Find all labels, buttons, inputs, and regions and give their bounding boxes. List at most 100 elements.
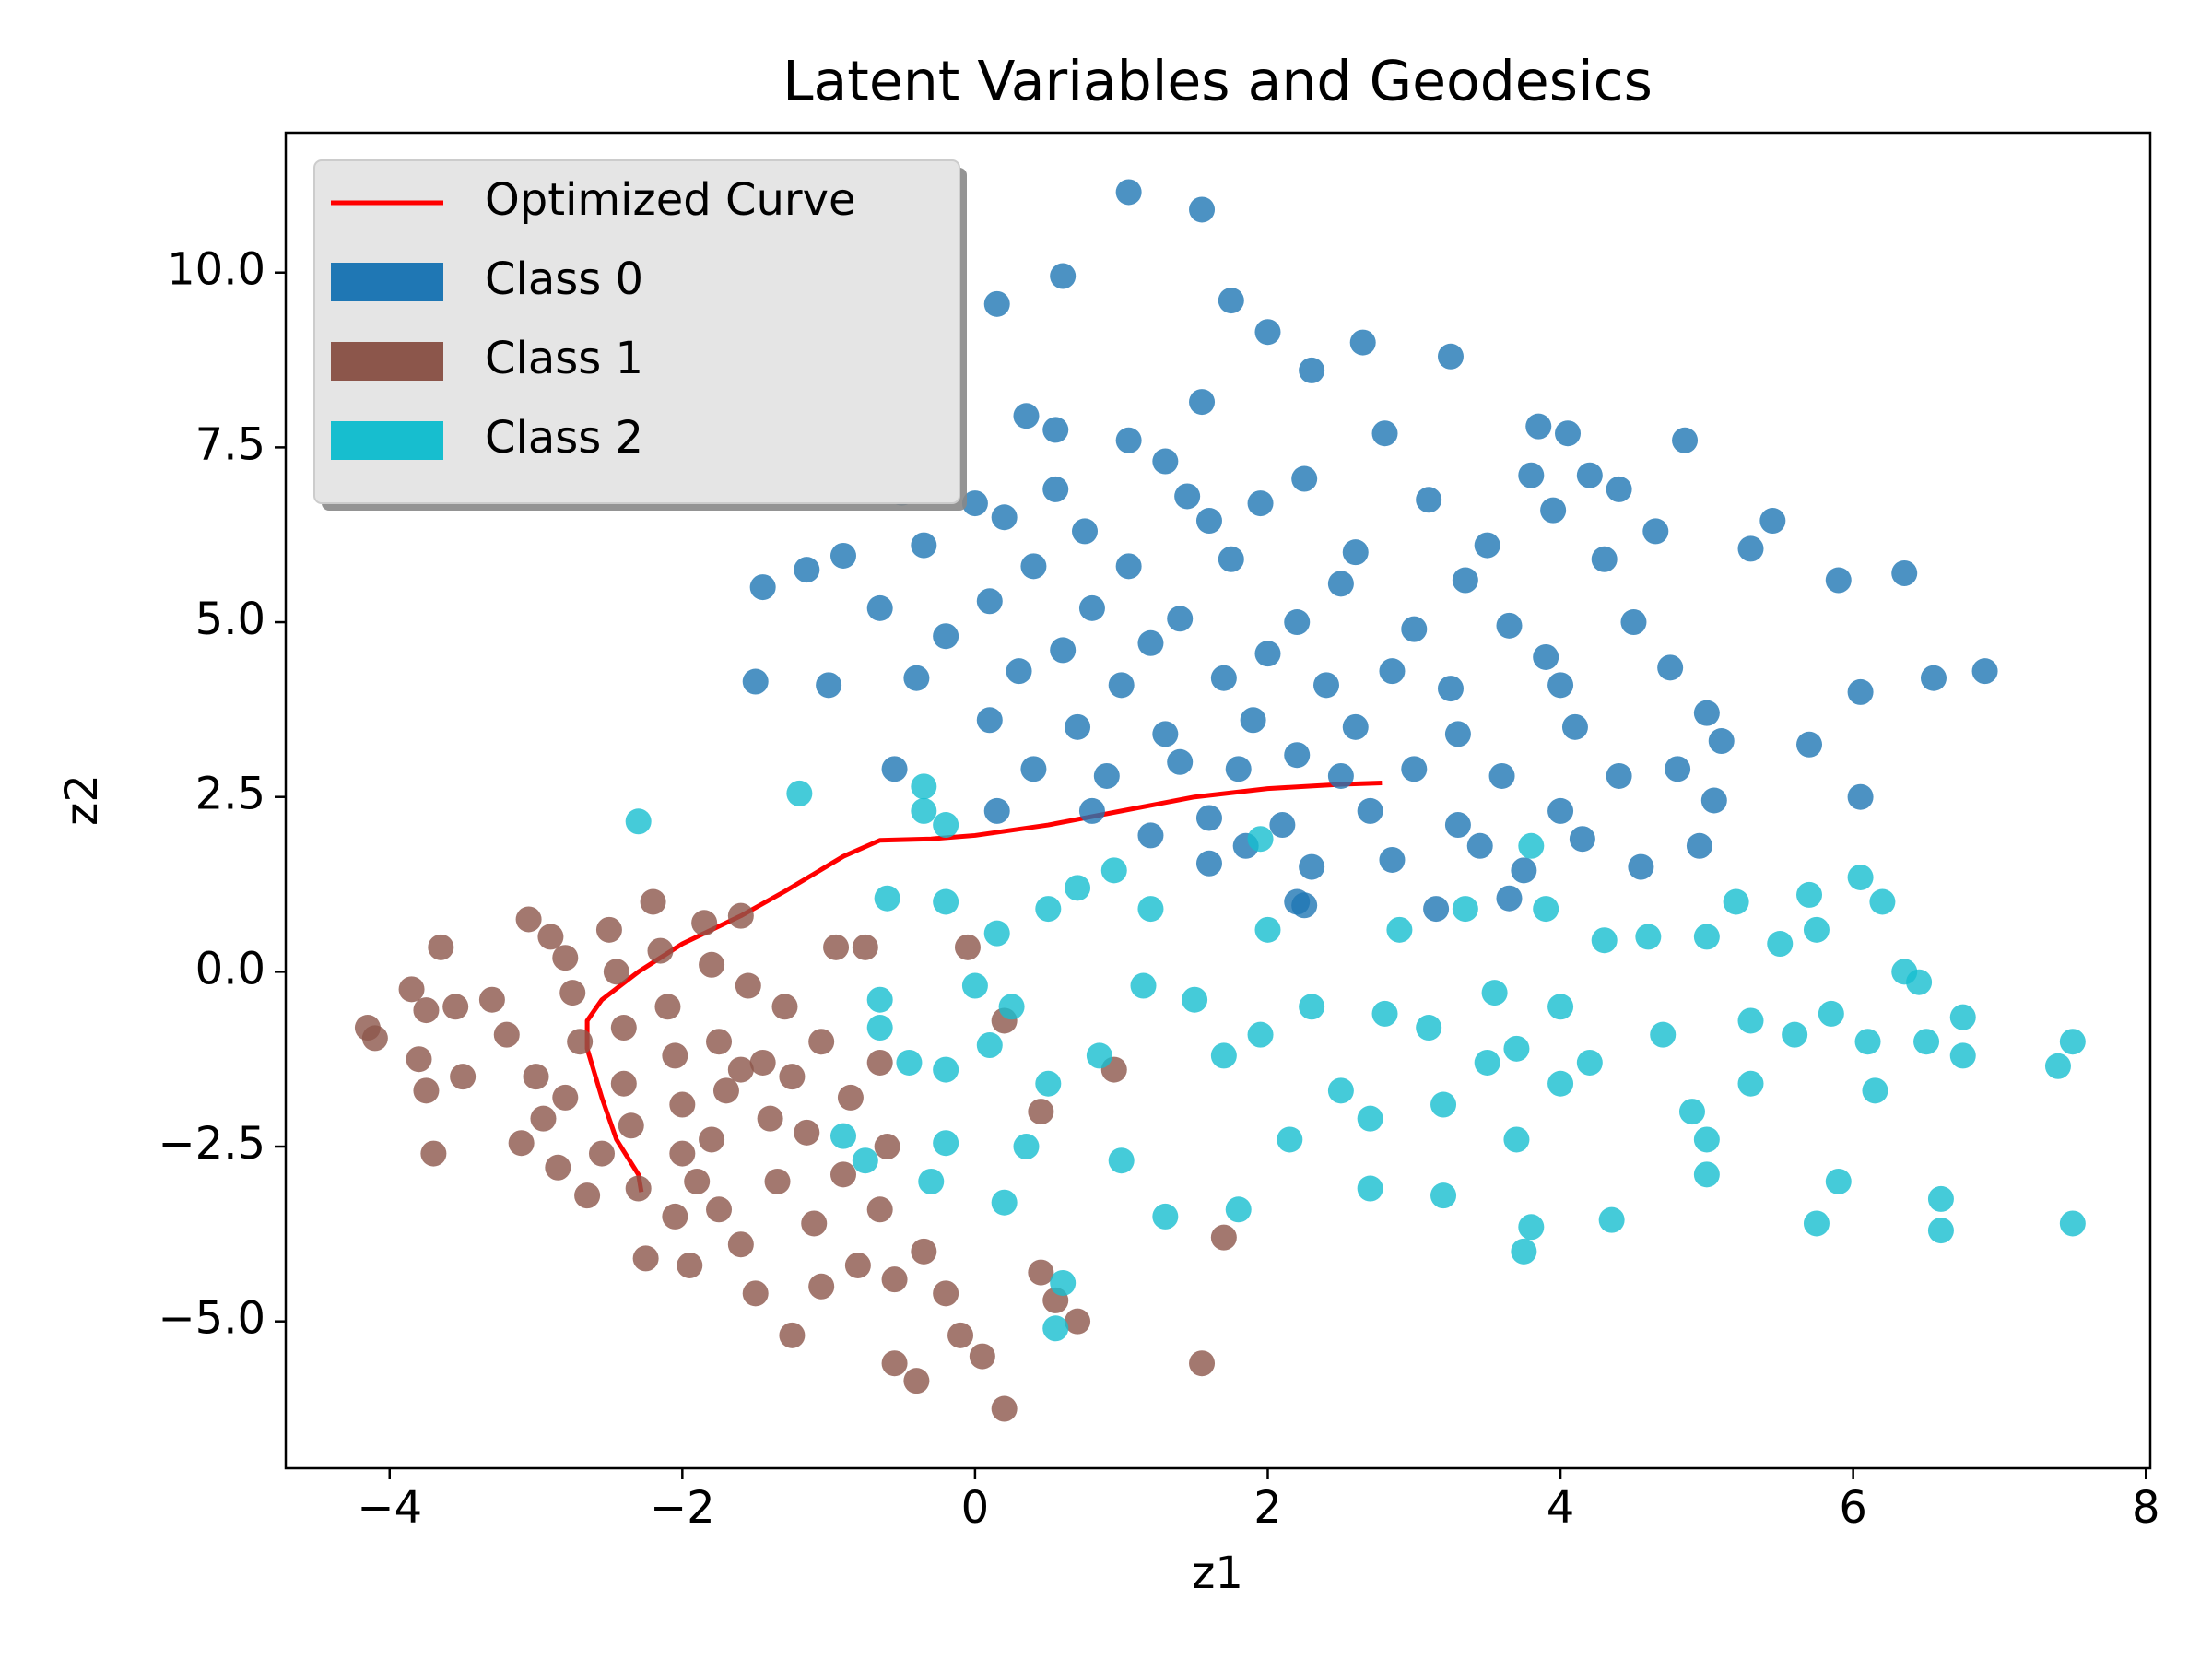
scatter-point — [933, 1280, 959, 1307]
scatter-point — [1225, 1196, 1252, 1223]
scatter-point — [1869, 888, 1896, 915]
scatter-point — [1416, 487, 1442, 513]
scatter-point — [508, 1130, 535, 1157]
scatter-point — [1327, 1077, 1354, 1104]
scatter-point — [1444, 812, 1471, 839]
scatter-point — [1700, 787, 1727, 814]
scatter-point — [816, 672, 842, 699]
plot-frame — [284, 131, 2152, 1470]
scatter-point — [1108, 1147, 1135, 1174]
scatter-point — [2059, 1210, 2086, 1237]
scatter-point — [537, 924, 564, 950]
scatter-point — [1620, 609, 1647, 636]
scatter-point — [1371, 420, 1398, 447]
scatter-point — [1195, 850, 1222, 877]
scatter-point — [1167, 606, 1194, 632]
scatter-point — [1247, 490, 1274, 517]
scatter-point — [1533, 896, 1559, 923]
scatter-point — [1108, 672, 1135, 699]
scatter-point — [706, 1196, 733, 1223]
geodesic-curve — [584, 781, 1382, 1193]
scatter-point — [428, 934, 454, 960]
scatter-point — [1891, 559, 1918, 586]
scatter-point — [1218, 546, 1244, 572]
scatter-point — [1299, 357, 1325, 383]
scatter-point — [1576, 462, 1603, 488]
scatter-point — [1006, 658, 1032, 685]
scatter-point — [1386, 916, 1413, 943]
scatter-point — [911, 532, 937, 559]
scatter-point — [1825, 1168, 1852, 1194]
scatter-point — [1401, 616, 1428, 642]
scatter-point — [1254, 641, 1281, 667]
scatter-point — [933, 623, 959, 650]
y-tick-label: −5.0 — [158, 1293, 265, 1345]
scatter-point — [406, 1046, 432, 1073]
scatter-point — [552, 1084, 579, 1111]
scatter-point — [559, 980, 586, 1006]
scatter-point — [1796, 881, 1823, 908]
scatter-point — [1401, 756, 1428, 782]
scatter-point — [1496, 612, 1523, 639]
scatter-point — [1137, 896, 1164, 923]
scatter-point — [699, 1126, 725, 1153]
scatter-point — [991, 504, 1018, 531]
scatter-point — [1847, 864, 1874, 890]
scatter-point — [1547, 994, 1574, 1020]
scatter-point — [618, 1112, 644, 1139]
scatter-point — [1284, 742, 1311, 769]
scatter-point — [625, 808, 652, 835]
scatter-point — [1511, 857, 1537, 884]
scatter-point — [911, 773, 937, 800]
scatter-point — [983, 290, 1010, 317]
scatter-point — [844, 1252, 871, 1278]
scatter-point — [1759, 508, 1786, 535]
scatter-point — [866, 594, 893, 621]
scatter-point — [830, 1123, 856, 1149]
scatter-point — [1371, 1000, 1398, 1027]
scatter-point — [1796, 731, 1823, 758]
scatter-point — [1488, 762, 1515, 789]
scatter-point — [669, 1091, 696, 1118]
scatter-point — [647, 937, 674, 964]
scatter-point — [523, 1064, 549, 1090]
scatter-point — [361, 1025, 388, 1052]
scatter-point — [742, 668, 769, 695]
scatter-point — [1803, 916, 1830, 943]
scatter-point — [1452, 567, 1478, 594]
scatter-point — [1277, 1126, 1303, 1153]
scatter-point — [808, 1029, 835, 1055]
scatter-point — [1591, 546, 1618, 572]
scatter-point — [1452, 896, 1478, 923]
scatter-point — [1050, 637, 1077, 664]
scatter-point — [1686, 832, 1712, 859]
scatter-point — [677, 1252, 703, 1278]
scatter-point — [530, 1105, 557, 1132]
scatter-point — [1547, 1070, 1574, 1097]
scatter-point — [699, 951, 725, 978]
scatter-point — [866, 1015, 893, 1041]
scatter-point — [786, 780, 813, 806]
scatter-point — [1466, 832, 1493, 859]
scatter-point — [1210, 1224, 1237, 1251]
scatter-point — [1349, 329, 1376, 356]
scatter-point — [933, 812, 959, 839]
scatter-point — [1357, 1175, 1383, 1202]
scatter-point — [1540, 497, 1567, 524]
scatter-point — [1693, 1126, 1720, 1153]
legend-patch — [331, 263, 443, 301]
x-tick-label: −2 — [650, 1482, 715, 1534]
scatter-point — [1115, 427, 1142, 453]
scatter-point — [1327, 762, 1354, 789]
scatter-point — [691, 910, 718, 936]
legend-label: Class 2 — [485, 412, 643, 464]
scatter-point — [1269, 812, 1296, 839]
scatter-point — [588, 1140, 615, 1167]
scatter-point — [933, 1056, 959, 1083]
scatter-point — [610, 1015, 637, 1041]
scatter-point — [1642, 518, 1669, 545]
scatter-point — [1065, 875, 1091, 901]
scatter-point — [1437, 676, 1464, 702]
scatter-point — [1240, 707, 1266, 734]
